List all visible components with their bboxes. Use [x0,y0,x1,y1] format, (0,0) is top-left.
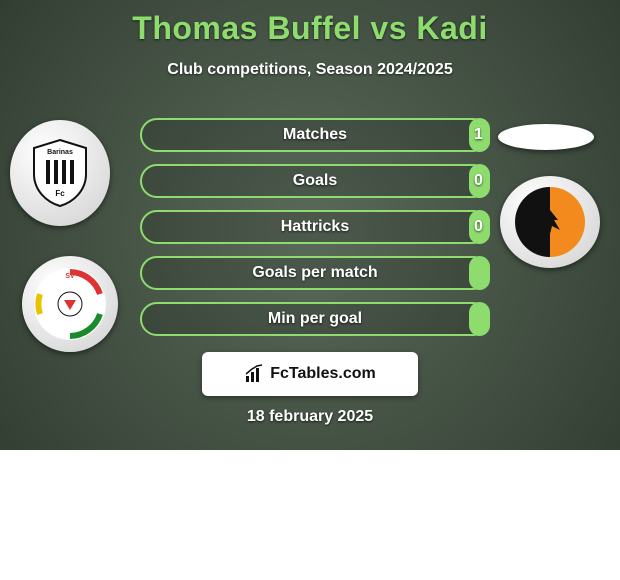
svg-text:Fc: Fc [55,189,65,198]
stat-row-goals: Goals 0 [140,164,490,198]
stat-row-min-per-goal: Min per goal [140,302,490,336]
stat-label: Goals per match [140,264,490,282]
chart-icon [244,364,264,384]
eagle-badge-icon [515,187,585,257]
stat-label: Matches [140,126,490,144]
infographic-content: Thomas Buffel vs Kadi Club competitions,… [0,0,620,580]
team-crest-right-top [498,124,594,150]
page-title: Thomas Buffel vs Kadi [0,0,620,47]
stat-label: Hattricks [140,218,490,236]
stats-list: Matches 1 Goals 0 Hattricks 0 Goals per … [140,118,490,348]
stat-value-right: 0 [474,172,483,190]
club-badge-icon: SV [30,264,110,344]
stat-label: Min per goal [140,310,490,328]
stat-row-goals-per-match: Goals per match [140,256,490,290]
white-band [0,450,620,580]
team-crest-left-top: Barinas Fc [10,120,110,226]
footer-date: 18 february 2025 [0,408,620,426]
stat-value-right: 0 [474,218,483,236]
svg-text:SV: SV [65,273,75,280]
brand-text: FcTables.com [270,365,376,383]
team-crest-left-bottom: SV [22,256,118,352]
shield-icon: Barinas Fc [30,138,90,208]
stat-row-matches: Matches 1 [140,118,490,152]
page-subtitle: Club competitions, Season 2024/2025 [0,61,620,79]
team-crest-right-bottom [500,176,600,268]
brand-box[interactable]: FcTables.com [202,352,418,396]
stat-row-hattricks: Hattricks 0 [140,210,490,244]
svg-text:Barinas: Barinas [47,149,73,156]
stat-label: Goals [140,172,490,190]
stat-value-right: 1 [474,126,483,144]
